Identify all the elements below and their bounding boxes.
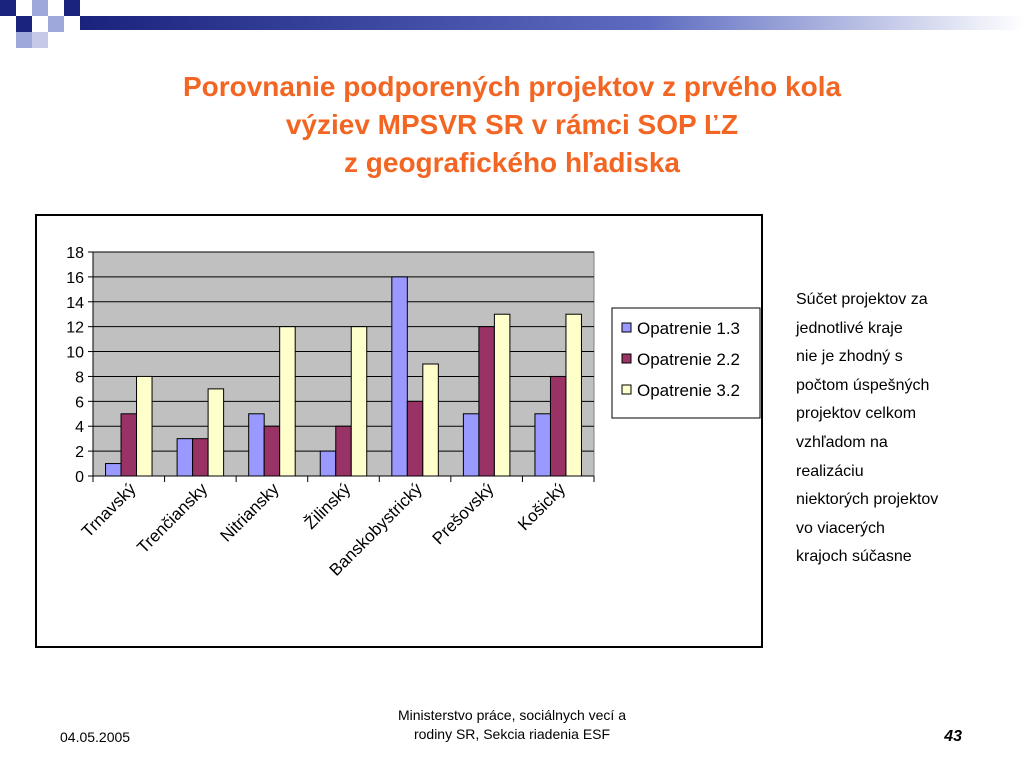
bar-opatrenie-2-2 [549, 375, 567, 477]
bar-opatrenie-3-2 [422, 363, 439, 477]
note-line: Súčet projektov za [796, 291, 928, 308]
legend-label: Opatrenie 1.3 [637, 319, 740, 338]
bar-opatrenie-1-3 [319, 450, 337, 477]
bar-opatrenie-2-2 [406, 400, 424, 477]
title-line-3: z geografického hľadiska [344, 147, 680, 178]
bar-opatrenie-3-2 [279, 326, 296, 477]
legend [611, 307, 761, 419]
bar-opatrenie-3-2 [493, 313, 511, 477]
bar-opatrenie-3-2 [350, 326, 368, 477]
footer-organization: Ministerstvo práce, sociálnych vecí a ro… [362, 706, 662, 744]
x-category-label: Trenčiansky [133, 479, 211, 557]
bar-opatrenie-1-3 [176, 438, 194, 477]
legend-swatch [621, 322, 632, 333]
note-line: nie je zhodný s [796, 348, 903, 366]
legend-label: Opatrenie 2.2 [637, 350, 740, 369]
y-tick-label: 6 [75, 394, 84, 411]
footer-org-line-1: Ministerstvo práce, sociálnych vecí a [398, 707, 626, 723]
footer-org-line-2: rodiny SR, Sekcia riadenia ESF [413, 726, 611, 742]
bar-opatrenie-2-2 [335, 425, 352, 477]
y-tick-label: 14 [66, 295, 84, 312]
page-number: 43 [944, 728, 962, 745]
note-line: počtom úspešných [796, 376, 930, 394]
bar-opatrenie-1-3 [462, 413, 480, 477]
y-tick-label: 18 [66, 245, 84, 262]
y-tick-label: 12 [66, 320, 84, 337]
y-tick-label: 0 [75, 469, 84, 486]
chart-frame: 0 2 4 6 8 10 12 14 16 18 Trnavský Trenčiansky Nitria… [35, 214, 763, 648]
decorative-header-bar [0, 0, 1024, 48]
slide-title: Porovnanie podporených projektov z prvéh… [0, 68, 1024, 182]
bar-opatrenie-2-2 [120, 413, 138, 477]
legend-swatch [621, 384, 632, 395]
bar-opatrenie-2-2 [263, 425, 281, 477]
note-line: niektorých projektov [796, 491, 939, 509]
legend-swatch [621, 353, 632, 364]
bar-opatrenie-3-2 [136, 375, 153, 477]
title-line-1: Porovnanie podporených projektov z prvéh… [182, 71, 842, 102]
note-line: krajoch súčasne [796, 548, 912, 566]
bar-opatrenie-1-3 [105, 463, 122, 477]
y-tick-label: 4 [75, 419, 84, 436]
x-category-label: Prešovský [429, 479, 498, 548]
note-line: realizáciu [796, 462, 864, 480]
y-tick-label: 2 [75, 444, 84, 461]
bar-opatrenie-3-2 [207, 388, 225, 477]
x-category-label: Košický [514, 479, 569, 534]
bar-opatrenie-2-2 [192, 438, 209, 477]
note-line: vzhľadom na [796, 433, 888, 451]
bar-opatrenie-1-3 [248, 413, 265, 477]
x-category-label: Trnavský [78, 479, 140, 541]
footer-date: 04.05.2005 [60, 729, 131, 745]
y-tick-label: 8 [75, 369, 84, 386]
y-tick-label: 10 [66, 345, 84, 362]
note-line: projektov celkom [796, 405, 917, 423]
title-line-2: výziev MPSVR SR v rámci SOP ĽZ [285, 109, 739, 140]
x-category-label: Nitriansky [217, 479, 284, 546]
x-category-label: Žilinský [301, 479, 355, 533]
bar-opatrenie-2-2 [478, 326, 495, 477]
bar-opatrenie-1-3 [534, 413, 551, 477]
legend-label: Opatrenie 3.2 [637, 381, 740, 400]
y-tick-label: 16 [66, 270, 84, 287]
bar-opatrenie-3-2 [565, 313, 582, 477]
side-note: Súčet projektov za jednotlivé kraje nie … [796, 286, 1006, 572]
note-line: jednotlivé kraje [796, 319, 903, 337]
note-line: vo viacerých [796, 519, 885, 537]
bar-opatrenie-1-3 [391, 276, 408, 477]
